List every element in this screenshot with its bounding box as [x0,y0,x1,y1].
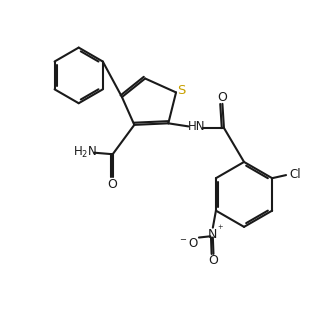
Text: $^+$: $^+$ [215,224,224,234]
Text: O: O [217,91,227,104]
Text: N: N [208,228,218,241]
Text: S: S [177,84,186,97]
Text: H$_2$N: H$_2$N [73,145,97,160]
Text: O: O [108,178,117,191]
Text: $^-$O: $^-$O [179,237,200,250]
Text: HN: HN [187,120,205,133]
Text: O: O [209,254,218,267]
Text: Cl: Cl [289,168,301,181]
